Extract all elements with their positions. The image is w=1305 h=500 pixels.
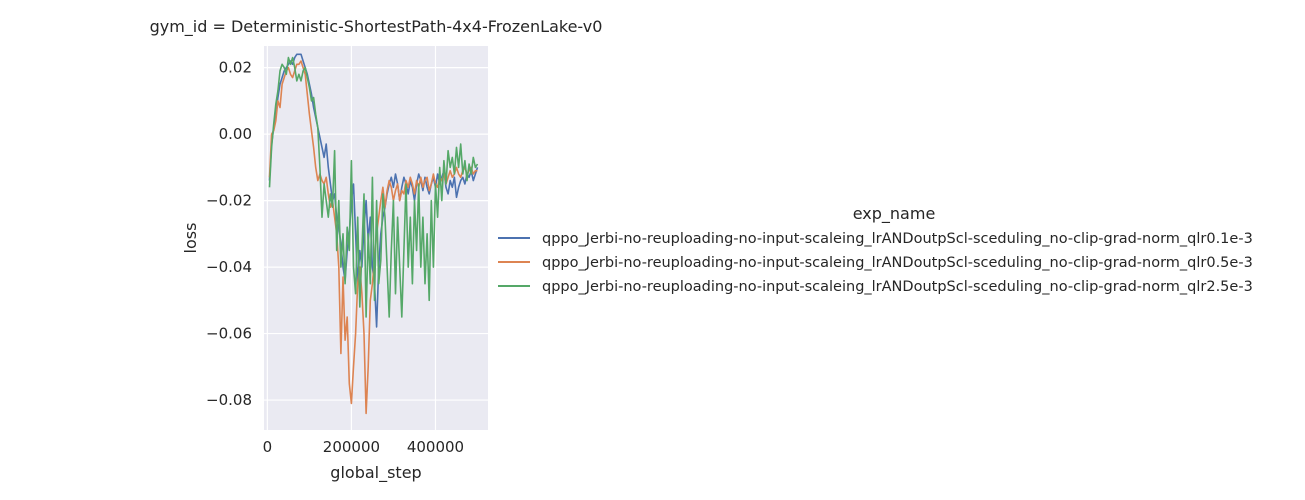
y-tick-label: −0.04	[206, 258, 252, 276]
y-tick-label: −0.06	[206, 325, 252, 343]
x-tick-label: 400000	[407, 438, 464, 456]
legend-title: exp_name	[853, 204, 936, 224]
legend-label: qppo_Jerbi-no-reuploading-no-input-scale…	[542, 279, 1253, 295]
y-tick-label: 0.02	[219, 59, 252, 77]
x-axis-label: global_step	[330, 463, 421, 483]
legend-items: qppo_Jerbi-no-reuploading-no-input-scale…	[498, 231, 1253, 295]
y-tick-label: −0.08	[206, 391, 252, 409]
series-lines	[268, 53, 479, 415]
legend-label: qppo_Jerbi-no-reuploading-no-input-scale…	[542, 255, 1253, 271]
y-axis-label: loss	[181, 223, 200, 254]
legend: exp_name qppo_Jerbi-no-reuploading-no-in…	[498, 204, 1253, 295]
legend-label: qppo_Jerbi-no-reuploading-no-input-scale…	[542, 231, 1253, 247]
x-tick-label: 0	[263, 438, 273, 456]
x-tick-labels: 0 200000 400000	[263, 438, 465, 456]
x-tick-label: 200000	[323, 438, 380, 456]
y-tick-label: −0.02	[206, 192, 252, 210]
series-line-3	[268, 56, 479, 318]
y-tick-label: 0.00	[219, 125, 252, 143]
y-tick-labels: 0.02 0.00 −0.02 −0.04 −0.06 −0.08	[206, 59, 252, 409]
plot-title: gym_id = Deterministic-ShortestPath-4x4-…	[150, 17, 603, 37]
